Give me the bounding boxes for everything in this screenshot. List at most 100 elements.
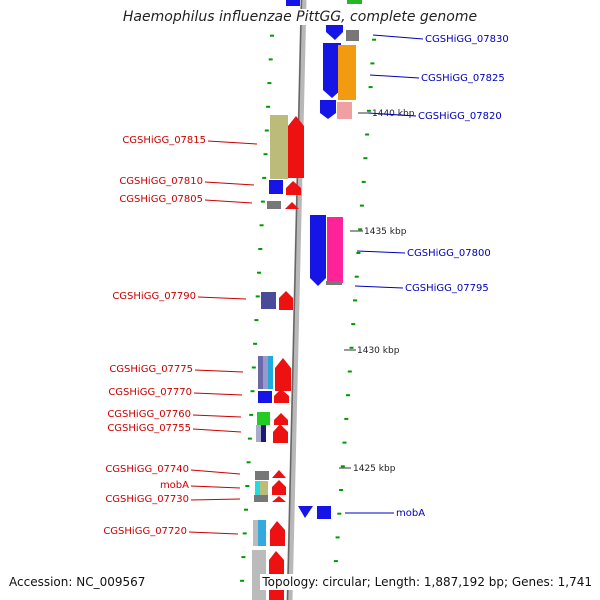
gene-arrow[interactable] <box>323 43 341 98</box>
ruler-tick <box>262 176 267 179</box>
ruler-tick <box>358 228 363 231</box>
accession-text: Accession: NC_009567 <box>7 574 148 590</box>
ruler-tick <box>340 465 345 468</box>
gene-arrow[interactable] <box>288 116 304 178</box>
label-cgshigg-07830[interactable]: CGSHiGG_07830 <box>425 34 509 45</box>
ruler-tick <box>347 370 352 373</box>
ruler-tick <box>349 346 354 349</box>
reverse-strand-features <box>252 115 304 600</box>
gene-block[interactable] <box>258 391 272 403</box>
gene-arrow[interactable] <box>286 0 300 6</box>
gene-block[interactable] <box>326 281 342 285</box>
label-cgshigg-07800[interactable]: CGSHiGG_07800 <box>407 248 491 259</box>
scale-label-1425: 1425 kbp <box>353 464 396 474</box>
gene-arrow[interactable] <box>272 496 286 502</box>
gene-arrow[interactable] <box>286 181 301 195</box>
label-cgshigg-07825[interactable]: CGSHiGG_07825 <box>421 73 505 84</box>
ruler-tick <box>359 204 364 207</box>
label-cgshigg-07775[interactable]: CGSHiGG_07775 <box>109 364 193 375</box>
ruler-tick <box>270 34 274 37</box>
ruler-tick <box>245 485 250 487</box>
leader-line <box>188 531 239 535</box>
label-cgshigg-07770[interactable]: CGSHiGG_07770 <box>108 387 192 398</box>
gene-arrow[interactable] <box>285 202 299 209</box>
gene-arrow[interactable] <box>310 215 326 286</box>
label-cgshigg-07760[interactable]: CGSHiGG_07760 <box>107 409 191 420</box>
gene-arrow[interactable] <box>347 0 362 4</box>
label-moba-forward[interactable]: mobA <box>396 508 425 519</box>
leader-line <box>207 140 258 145</box>
gene-block[interactable] <box>257 412 270 425</box>
ruler-tick <box>266 105 271 108</box>
gene-arrow[interactable] <box>279 291 293 310</box>
gene-arrow[interactable] <box>274 413 288 425</box>
label-cgshigg-07730[interactable]: CGSHiGG_07730 <box>105 494 189 505</box>
ruler-tick <box>244 508 248 511</box>
label-cgshigg-07740[interactable]: CGSHiGG_07740 <box>105 464 189 475</box>
gene-arrow[interactable] <box>272 480 286 495</box>
gene-arrow[interactable] <box>270 521 285 546</box>
gene-block[interactable] <box>253 520 258 546</box>
gene-block[interactable] <box>258 356 263 389</box>
gene-block[interactable] <box>317 506 331 519</box>
gene-block[interactable] <box>269 180 283 194</box>
ruler-tick <box>259 224 264 227</box>
ruler-tick <box>370 62 375 65</box>
topology-text: Topology: circular; Length: 1,887,192 bp… <box>260 574 594 590</box>
gene-block[interactable] <box>270 115 288 179</box>
gene-block[interactable] <box>346 30 359 41</box>
ruler-tick <box>335 536 340 539</box>
ruler-tick <box>258 248 263 250</box>
gene-block[interactable] <box>256 425 261 442</box>
scale-label-1440: 1440 kbp <box>372 109 415 119</box>
gene-block[interactable] <box>260 481 268 495</box>
label-cgshigg-07820[interactable]: CGSHiGG_07820 <box>418 111 502 122</box>
gene-block[interactable] <box>327 217 343 283</box>
ruler-tick <box>241 556 246 559</box>
leader-line <box>192 428 242 433</box>
gene-arrow[interactable] <box>274 389 289 403</box>
gene-block[interactable] <box>258 520 266 546</box>
label-cgshigg-07815[interactable]: CGSHiGG_07815 <box>122 135 206 146</box>
label-cgshigg-07795[interactable]: CGSHiGG_07795 <box>405 283 489 294</box>
gene-arrow[interactable] <box>298 506 313 518</box>
ruler-tick <box>344 417 349 420</box>
gene-block[interactable] <box>263 356 268 389</box>
gene-block[interactable] <box>267 201 281 209</box>
ruler-tick <box>268 58 273 61</box>
gene-arrow[interactable] <box>275 358 291 391</box>
gene-block[interactable] <box>255 481 260 495</box>
gene-block[interactable] <box>261 425 266 442</box>
left-labels: CGSHiGG_07815 CGSHiGG_07810 CGSHiGG_0780… <box>103 135 258 537</box>
ruler-tick <box>339 489 344 491</box>
label-cgshigg-07755[interactable]: CGSHiGG_07755 <box>107 423 191 434</box>
ruler-tick <box>249 413 254 416</box>
gene-block[interactable] <box>255 471 269 480</box>
leader-line <box>190 469 241 475</box>
backbone-edge <box>286 0 303 600</box>
ruler-tick <box>361 180 366 183</box>
gene-block[interactable] <box>337 102 352 119</box>
gene-block[interactable] <box>268 356 273 389</box>
ruler-tick <box>368 86 373 89</box>
gene-arrow[interactable] <box>272 470 286 478</box>
label-cgshigg-07810[interactable]: CGSHiGG_07810 <box>119 176 203 187</box>
gene-arrow[interactable] <box>320 100 336 119</box>
label-cgshigg-07720[interactable]: CGSHiGG_07720 <box>103 526 187 537</box>
gene-block[interactable] <box>261 292 276 309</box>
gene-arrow[interactable] <box>273 424 288 443</box>
ruler-tick <box>365 133 370 136</box>
gene-block[interactable] <box>254 495 268 502</box>
label-moba-reverse[interactable]: mobA <box>160 480 189 491</box>
leader-line <box>204 199 253 204</box>
ruler-tick <box>337 512 342 515</box>
ruler-tick <box>356 252 361 254</box>
label-cgshigg-07805[interactable]: CGSHiGG_07805 <box>119 194 203 205</box>
gene-block[interactable] <box>338 45 356 100</box>
ruler-tick <box>333 560 338 563</box>
leader-line <box>369 74 420 79</box>
ruler-tick <box>263 153 268 156</box>
label-cgshigg-07790[interactable]: CGSHiGG_07790 <box>112 291 196 302</box>
ruler-tick <box>250 390 255 393</box>
ruler-tick <box>363 157 368 160</box>
